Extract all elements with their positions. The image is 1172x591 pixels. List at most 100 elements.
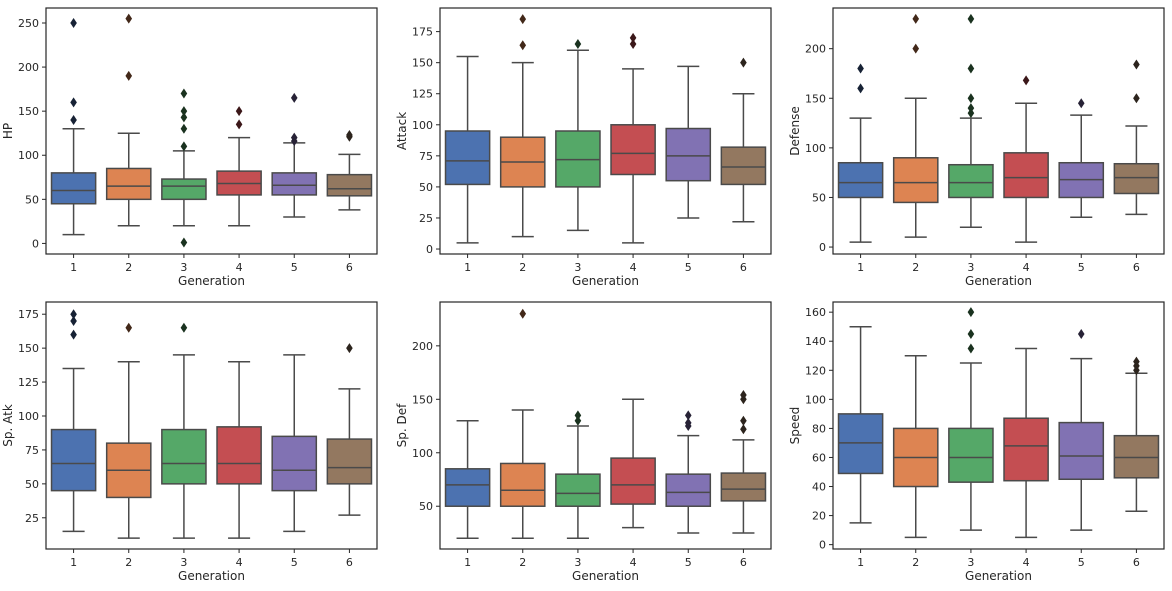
outlier-point: [740, 57, 747, 68]
x-tick-label: 5: [1078, 261, 1085, 274]
x-tick-label: 1: [70, 261, 77, 274]
box-gen-1: [444, 55, 491, 244]
outlier-point: [70, 114, 77, 125]
y-tick-label: 175: [412, 26, 433, 39]
iqr-box: [948, 163, 994, 199]
iqr-box: [720, 146, 767, 186]
outlier-point: [740, 424, 747, 435]
y-tick-label: 150: [412, 393, 433, 406]
box-gen-3: [948, 13, 994, 228]
x-tick-label: 4: [1023, 261, 1030, 274]
box-gen-2: [499, 14, 546, 238]
outlier-point: [967, 93, 975, 104]
y-tick-label: 200: [18, 61, 39, 74]
plot-frame: [832, 7, 1165, 255]
outlier-point: [1077, 328, 1085, 339]
x-tick-label: 1: [464, 556, 471, 569]
x-tick-label: 2: [125, 556, 132, 569]
iqr-box: [216, 426, 262, 485]
outlier-point: [70, 329, 77, 340]
x-tick-label: 3: [574, 556, 581, 569]
outlier-point: [290, 92, 298, 103]
y-axis-label: HP: [1, 123, 15, 139]
box-gen-2: [892, 13, 939, 238]
box-gen-6: [326, 129, 373, 211]
outlier-point: [740, 415, 747, 426]
box-gen-6: [720, 390, 767, 534]
iqr-box: [50, 172, 97, 205]
plot-frame: [832, 301, 1165, 550]
y-axis-label: Sp. Def: [395, 403, 409, 447]
x-tick-label: 5: [685, 261, 692, 274]
y-tick-label: 60: [812, 451, 826, 464]
y-tick-label: 100: [18, 149, 39, 162]
y-tick-label: 0: [819, 241, 826, 254]
outlier-point: [629, 32, 637, 43]
y-tick-label: 125: [18, 376, 39, 389]
iqr-box: [1003, 152, 1049, 199]
outlier-point: [912, 43, 920, 54]
y-tick-label: 50: [812, 191, 826, 204]
y-tick-label: 125: [412, 88, 433, 101]
box-gen-4: [610, 398, 656, 529]
outlier-point: [125, 322, 133, 333]
box-gen-6: [1113, 356, 1160, 512]
outlier-point: [519, 40, 527, 51]
plot-frame: [45, 7, 378, 255]
outlier-point: [857, 63, 864, 74]
y-tick-label: 200: [412, 340, 433, 353]
x-axis-label: Generation: [572, 274, 639, 288]
box-gen-4: [216, 360, 262, 539]
y-tick-label: 80: [812, 422, 826, 435]
x-tick-label: 6: [740, 261, 747, 274]
chart-panel-1: 0 50 100 150 200 250 1 2 3 4 5 6 Generation HP: [1, 7, 378, 288]
outlier-point: [180, 112, 188, 123]
x-tick-label: 3: [967, 556, 974, 569]
iqr-box: [555, 473, 601, 507]
y-tick-label: 50: [25, 193, 39, 206]
outlier-point: [967, 343, 975, 354]
iqr-box: [1003, 417, 1049, 482]
iqr-box: [444, 130, 491, 186]
x-axis-label: Generation: [965, 274, 1032, 288]
y-tick-label: 75: [419, 150, 433, 163]
box-gen-4: [216, 106, 262, 227]
x-tick-label: 1: [857, 556, 864, 569]
outlier-point: [967, 328, 975, 339]
y-tick-label: 150: [18, 105, 39, 118]
chart-panel-2: 0 25 50 75 100 125 150 175 1 2 3 4 5 6 Generation Attac…: [395, 7, 772, 288]
outlier-point: [180, 322, 188, 333]
x-tick-label: 5: [291, 556, 298, 569]
plot-frame: [439, 7, 772, 255]
iqr-box: [665, 473, 712, 507]
box-gen-1: [50, 309, 97, 533]
box-gen-4: [1003, 75, 1049, 243]
box-gen-5: [1058, 328, 1105, 531]
iqr-box: [499, 462, 546, 507]
y-tick-label: 120: [805, 364, 826, 377]
iqr-box: [610, 457, 656, 505]
box-gen-5: [665, 65, 712, 219]
outlier-point: [180, 106, 188, 117]
x-tick-label: 1: [464, 261, 471, 274]
outlier-point: [70, 17, 77, 28]
iqr-box: [444, 468, 491, 507]
x-tick-label: 6: [346, 556, 353, 569]
x-axis-label: Generation: [965, 569, 1032, 583]
outlier-point: [125, 13, 133, 24]
box-gen-3: [161, 322, 207, 539]
chart-panel-5: 50 100 150 200 1 2 3 4 5 6 Generation Sp. Def: [395, 301, 772, 583]
y-tick-label: 50: [419, 181, 433, 194]
y-tick-label: 160: [805, 306, 826, 319]
x-tick-label: 4: [1023, 556, 1030, 569]
box-gen-3: [555, 39, 601, 232]
iqr-box: [326, 438, 373, 485]
y-axis-label: Attack: [395, 112, 409, 150]
x-tick-label: 3: [180, 261, 187, 274]
box-gen-5: [1058, 98, 1105, 219]
y-tick-label: 100: [18, 410, 39, 423]
outlier-point: [574, 39, 582, 50]
box-gen-5: [665, 410, 712, 534]
plot-frame: [439, 301, 772, 550]
y-tick-label: 100: [412, 447, 433, 460]
